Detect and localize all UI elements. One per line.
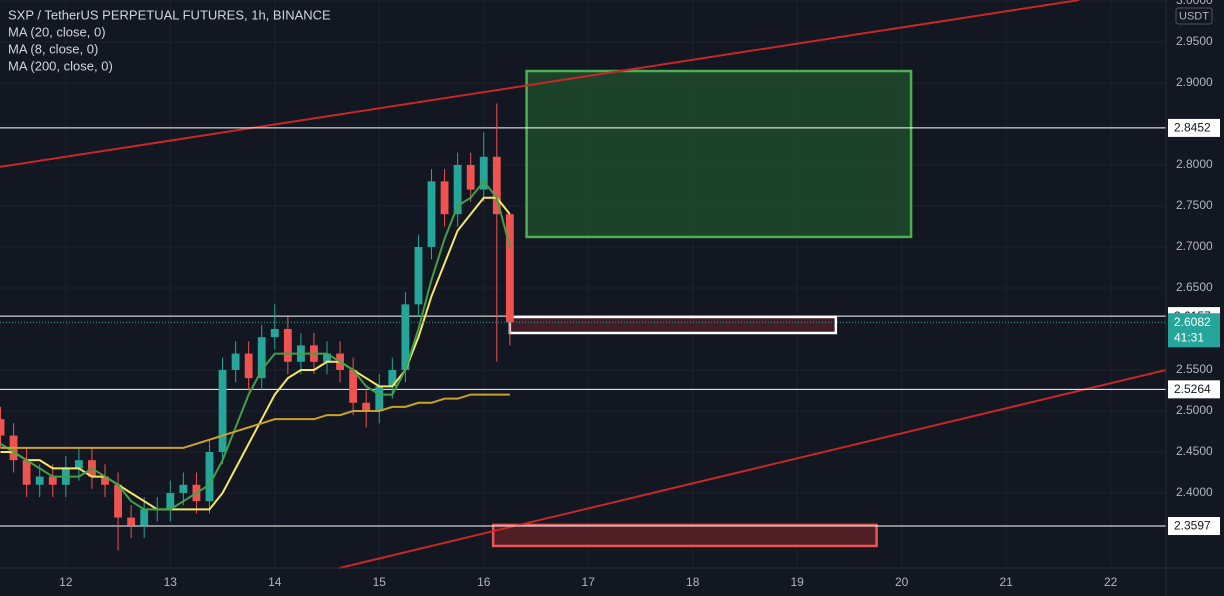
x-tick-label: 22 (1104, 575, 1118, 589)
candle-body (270, 328, 279, 338)
zone (525, 69, 913, 239)
unit-box (1175, 7, 1213, 25)
candle-body (231, 353, 240, 370)
chart-title: SXP / TetherUS PERPETUAL FUTURES, 1h, BI… (8, 7, 331, 22)
candle-body (35, 476, 44, 485)
y-tick-label: 3.0000 (1176, 0, 1213, 7)
candle-body (323, 353, 331, 362)
candle-body (0, 419, 5, 436)
candle-body (127, 517, 136, 526)
candle-body (74, 460, 83, 469)
axes: 3.0000 2.9500 2.9000 2.8000 2.7500 2.7000 2.65… (59, 0, 1220, 589)
price-line-label: 2.3597 (1174, 519, 1211, 533)
moving-average-line (0, 393, 510, 449)
zone (491, 523, 878, 548)
price-axis (1166, 0, 1224, 596)
x-tick-label: 12 (59, 575, 73, 589)
y-tick-label: 2.7000 (1176, 239, 1213, 253)
candle-body (349, 369, 358, 403)
candle-body (388, 369, 397, 387)
price-line-label-box (1168, 118, 1220, 137)
legend-entry: MA (8, close, 0) (8, 41, 98, 56)
moving-average-line (0, 179, 511, 511)
y-tick-label: 2.5500 (1176, 362, 1213, 376)
countdown-label: 41:31 (1174, 330, 1204, 344)
candle-body (283, 328, 292, 362)
price-line-label-box (1168, 517, 1220, 536)
y-tick-label: 2.5000 (1176, 403, 1213, 417)
x-tick-label: 20 (895, 575, 909, 589)
candle-body (48, 476, 57, 485)
candle-body (205, 451, 214, 502)
y-tick-label: 2.4500 (1176, 444, 1213, 458)
candle-body (466, 164, 475, 190)
trend-line (339, 369, 1167, 569)
candle-body (179, 484, 188, 493)
x-tick-label: 21 (999, 575, 1013, 589)
candle-body (101, 476, 109, 485)
plot (0, 0, 1167, 569)
price-line-label: 2.8452 (1174, 121, 1211, 135)
grid (0, 0, 1166, 568)
candle-body (166, 492, 175, 510)
candle-body (257, 337, 266, 379)
y-tick-label: 2.6500 (1176, 280, 1213, 294)
x-tick-label: 15 (373, 575, 387, 589)
candle-body (244, 353, 253, 379)
trend-line (0, 0, 1080, 168)
candle-body (505, 214, 514, 323)
unit-label: USDT (1179, 10, 1209, 22)
candle-body (140, 509, 149, 526)
candle-body (114, 484, 122, 518)
x-tick-label: 18 (686, 575, 700, 589)
candle-body (427, 181, 436, 247)
y-tick-label: 2.4000 (1176, 485, 1213, 499)
y-tick-label: 2.7500 (1176, 198, 1213, 212)
x-tick-label: 13 (164, 575, 178, 589)
y-tick-label: 2.8000 (1176, 157, 1213, 171)
legend-entry: MA (200, close, 0) (8, 58, 113, 73)
y-tick-label: 2.9500 (1176, 34, 1213, 48)
candle-body (401, 304, 410, 370)
candle-body (414, 246, 423, 305)
candle-body (218, 369, 227, 452)
zone (508, 315, 838, 335)
legend-entry: MA (20, close, 0) (8, 24, 106, 39)
candle-body (479, 156, 488, 190)
x-tick-label: 16 (477, 575, 491, 589)
x-tick-label: 19 (791, 575, 805, 589)
x-tick-label: 14 (268, 575, 282, 589)
candle-body (22, 460, 31, 485)
y-tick-label: 2.9000 (1176, 75, 1213, 89)
price-line-label-box (1168, 380, 1220, 399)
candle-body (375, 386, 384, 411)
candle-body (440, 181, 449, 215)
candle-body (362, 402, 371, 411)
current-price-label: 2.6082 (1174, 315, 1211, 329)
price-line-label: 2.5264 (1174, 382, 1211, 396)
current-price-box (1168, 313, 1220, 348)
candle-body (492, 156, 501, 215)
candle-body (453, 164, 462, 215)
x-tick-label: 17 (582, 575, 596, 589)
